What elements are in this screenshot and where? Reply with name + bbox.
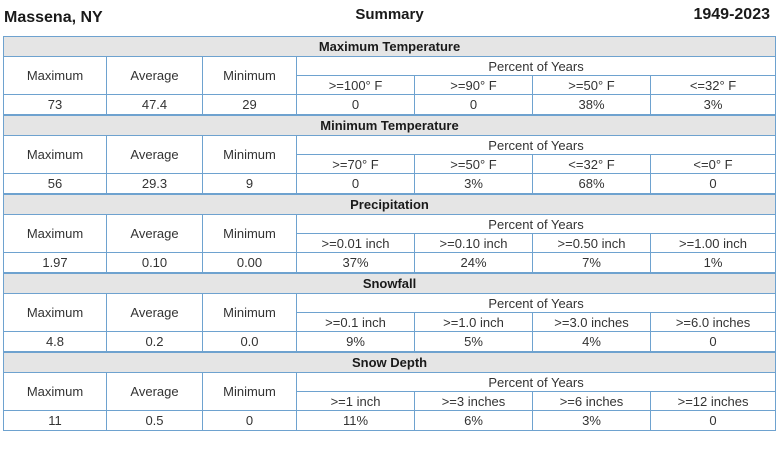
column-header-average: Average (106, 214, 203, 253)
threshold-header: >=1 inch (296, 391, 415, 411)
value-cell: 0 (649, 331, 777, 352)
value-cell: 0 (650, 173, 776, 194)
column-header-average: Average (106, 372, 203, 411)
column-header-minimum: Minimum (202, 372, 297, 411)
value-cell: 73 (3, 94, 107, 115)
column-header-minimum: Minimum (202, 56, 297, 95)
threshold-header: >=70° F (296, 154, 415, 174)
threshold-header: >=12 inches (649, 391, 777, 411)
value-cell: 1.97 (3, 252, 107, 273)
percent-of-years-header: Percent of Years (295, 56, 777, 76)
percent-of-years-header: Percent of Years (295, 372, 777, 392)
value-cell: 11% (296, 410, 415, 431)
value-cell: 5% (414, 331, 533, 352)
column-header-minimum: Minimum (202, 135, 297, 174)
threshold-header: <=32° F (532, 154, 651, 174)
value-cell: 3% (649, 94, 777, 115)
table-row: 56 29.3 9 0 3% 68% 0 (3, 173, 776, 194)
section-title: Precipitation (2, 194, 777, 215)
table-row: 73 47.4 29 0 0 38% 3% (3, 94, 777, 115)
threshold-header: >=3 inches (414, 391, 533, 411)
section-title: Snow Depth (2, 352, 777, 373)
value-cell: 3% (532, 410, 651, 431)
value-cell: 0.10 (106, 252, 203, 273)
section-title: Maximum Temperature (2, 36, 777, 57)
value-cell: 0 (296, 173, 415, 194)
threshold-header: >=0.01 inch (296, 233, 415, 253)
value-cell: 0.5 (106, 410, 203, 431)
column-header-minimum: Minimum (202, 214, 297, 253)
column-header-maximum: Maximum (3, 293, 107, 332)
value-cell: 37% (296, 252, 415, 273)
station-name: Massena, NY (4, 9, 103, 26)
minimum-temperature-table: Minimum Temperature Maximum Average Minimum… (3, 115, 776, 194)
value-cell: 1% (649, 252, 777, 273)
threshold-header: >=100° F (296, 75, 415, 95)
threshold-header: >=0.10 inch (414, 233, 533, 253)
column-header-maximum: Maximum (3, 135, 107, 174)
threshold-header: >=6.0 inches (649, 312, 777, 332)
value-cell: 7% (532, 252, 651, 273)
value-cell: 9 (202, 173, 297, 194)
value-cell: 29 (202, 94, 297, 115)
threshold-header: >=0.50 inch (532, 233, 651, 253)
value-cell: 0 (296, 94, 415, 115)
year-range: 1949-2023 (693, 6, 770, 23)
value-cell: 0.2 (106, 331, 203, 352)
value-cell: 9% (296, 331, 415, 352)
column-header-average: Average (106, 293, 203, 332)
table-row: 11 0.5 0 11% 6% 3% 0 (3, 410, 777, 431)
value-cell: 56 (3, 173, 107, 194)
column-header-maximum: Maximum (3, 56, 107, 95)
value-cell: 0.00 (202, 252, 297, 273)
threshold-header: >=6 inches (532, 391, 651, 411)
percent-of-years-header: Percent of Years (295, 214, 777, 234)
threshold-header: >=1.00 inch (649, 233, 777, 253)
threshold-header: >=0.1 inch (296, 312, 415, 332)
value-cell: 0 (202, 410, 297, 431)
threshold-header: <=32° F (649, 75, 777, 95)
section-title: Minimum Temperature (3, 115, 776, 136)
value-cell: 0 (414, 94, 533, 115)
value-cell: 11 (3, 410, 107, 431)
maximum-temperature-table: Maximum Temperature Maximum Average Minimum… (2, 36, 777, 115)
value-cell: 4.8 (3, 331, 107, 352)
threshold-header: >=50° F (532, 75, 651, 95)
section-title: Snowfall (2, 273, 777, 294)
percent-of-years-header: Percent of Years (296, 135, 776, 155)
table-row: 1.97 0.10 0.00 37% 24% 7% 1% (3, 252, 777, 273)
column-header-minimum: Minimum (202, 293, 297, 332)
value-cell: 68% (532, 173, 651, 194)
threshold-header: >=1.0 inch (414, 312, 533, 332)
value-cell: 38% (532, 94, 651, 115)
percent-of-years-header: Percent of Years (295, 293, 777, 313)
threshold-header: <=0° F (650, 154, 776, 174)
column-header-maximum: Maximum (3, 372, 107, 411)
value-cell: 4% (532, 331, 651, 352)
precipitation-table: Precipitation Maximum Average Minimum Percen… (2, 194, 777, 273)
threshold-header: >=50° F (414, 154, 533, 174)
value-cell: 47.4 (106, 94, 203, 115)
summary-header: Massena, NY Summary 1949-2023 (0, 0, 779, 34)
summary-tables: Maximum Temperature Maximum Average Minimum… (2, 36, 777, 431)
value-cell: 29.3 (106, 173, 203, 194)
value-cell: 0.0 (202, 331, 297, 352)
column-header-maximum: Maximum (3, 214, 107, 253)
snowfall-table: Snowfall Maximum Average Minimum Percent of … (2, 273, 777, 352)
value-cell: 3% (414, 173, 533, 194)
snow-depth-table: Snow Depth Maximum Average Minimum Percent o… (2, 352, 777, 431)
threshold-header: >=90° F (414, 75, 533, 95)
value-cell: 0 (649, 410, 777, 431)
column-header-average: Average (106, 56, 203, 95)
threshold-header: >=3.0 inches (532, 312, 651, 332)
table-row: 4.8 0.2 0.0 9% 5% 4% 0 (3, 331, 777, 352)
value-cell: 6% (414, 410, 533, 431)
value-cell: 24% (414, 252, 533, 273)
column-header-average: Average (106, 135, 203, 174)
page-title: Summary (355, 6, 424, 23)
